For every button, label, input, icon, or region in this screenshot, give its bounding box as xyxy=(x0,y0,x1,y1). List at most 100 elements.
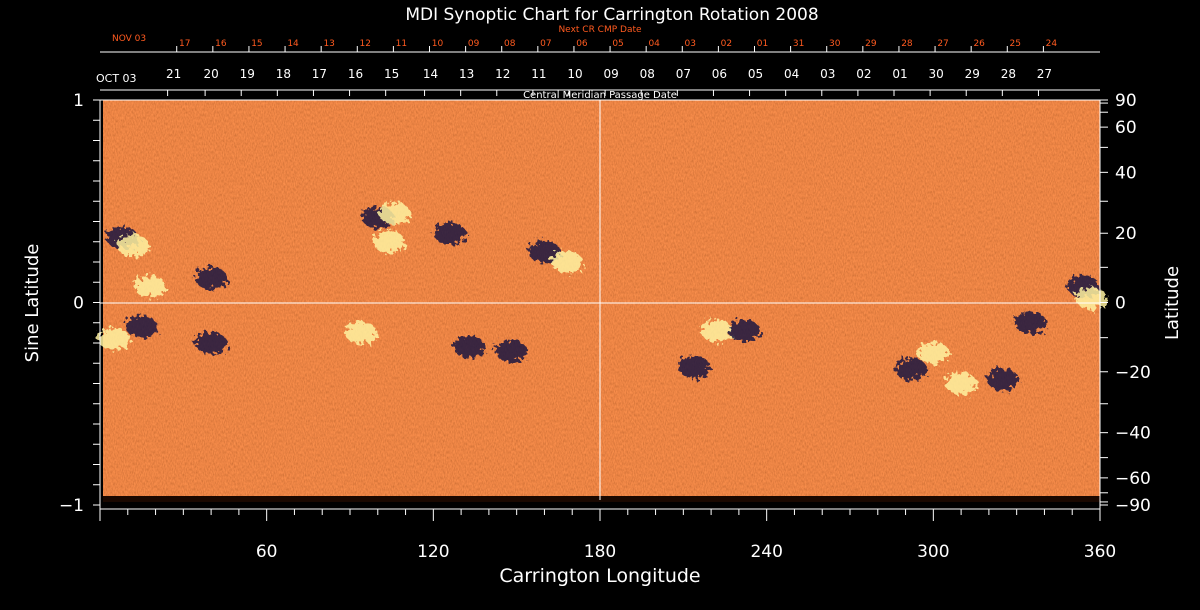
y-right-tick-label: 20 xyxy=(1115,224,1137,244)
y-left-tick-label: −1 xyxy=(59,496,84,516)
next-cr-date-label: 30 xyxy=(829,39,841,49)
cmp-date-label: 09 xyxy=(603,67,618,81)
y-axis-left: 1 0 −1 xyxy=(59,91,100,516)
cmp-date-axis: 21 20 19 18 17 16 15 14 13 12 11 10 09 08 07 06 05 04 03 02… xyxy=(100,67,1100,96)
active-region-positive xyxy=(134,275,166,298)
cmp-date-label: 11 xyxy=(531,67,546,81)
cmp-date-label: 21 xyxy=(166,67,181,81)
y-left-tick-label: 0 xyxy=(73,294,84,314)
active-region-positive xyxy=(372,230,405,253)
next-cr-date-label: 11 xyxy=(396,39,407,49)
y-right-tick-label: −20 xyxy=(1115,363,1151,383)
cmp-date-label: 27 xyxy=(1037,67,1052,81)
next-cr-date-label: 03 xyxy=(685,39,696,49)
next-cr-date-label: 27 xyxy=(937,39,948,49)
next-cr-date-label: 02 xyxy=(721,39,732,49)
active-region-negative xyxy=(195,267,228,290)
x-tick-label: 180 xyxy=(584,542,616,562)
active-region-negative xyxy=(453,336,486,359)
next-cr-date-label: 14 xyxy=(287,39,299,49)
next-cr-date-label: 01 xyxy=(757,39,768,49)
x-axis-label: Carrington Longitude xyxy=(499,565,700,587)
next-cr-date-label: 04 xyxy=(648,39,660,49)
next-cr-date-label: 24 xyxy=(1046,39,1058,49)
cmp-date-label: 06 xyxy=(712,67,727,81)
x-tick-label: 60 xyxy=(256,542,278,562)
map-texture xyxy=(103,100,1100,500)
active-region-negative xyxy=(1014,311,1047,334)
cmp-date-label: 04 xyxy=(784,67,799,81)
magnetogram-map xyxy=(97,100,1108,502)
active-region-positive xyxy=(945,372,978,395)
cmp-date-label: 18 xyxy=(276,67,291,81)
cmp-date-label: 29 xyxy=(965,67,980,81)
cmp-date-label: 01 xyxy=(892,67,907,81)
active-region-positive xyxy=(345,321,378,344)
y-axis-right-label: Latitude xyxy=(1162,266,1183,340)
next-cr-date-label: 06 xyxy=(576,39,588,49)
active-region-negative xyxy=(678,356,711,379)
y-right-tick-label: 60 xyxy=(1115,118,1137,138)
y-right-tick-label: −90 xyxy=(1115,496,1151,516)
next-cr-date-label: 13 xyxy=(323,39,334,49)
active-region-negative xyxy=(895,358,928,381)
cmp-date-label: 17 xyxy=(312,67,327,81)
next-cr-date-label: 07 xyxy=(540,39,551,49)
active-region-positive xyxy=(917,342,950,365)
active-region-negative xyxy=(728,319,761,342)
y-axis-right: 90 60 40 20 0 −20 −40 −60 −90 xyxy=(1100,91,1151,516)
active-region-negative xyxy=(986,368,1019,391)
next-cr-date-label: 31 xyxy=(793,39,804,49)
y-axis-left-label: Sine Latitude xyxy=(22,244,43,363)
x-tick-label: 120 xyxy=(417,542,449,562)
cmp-date-label: 03 xyxy=(820,67,835,81)
next-cr-date-label: 17 xyxy=(179,39,190,49)
y-right-tick-label: 40 xyxy=(1115,163,1137,183)
y-right-tick-label: 0 xyxy=(1115,294,1126,314)
x-tick-label: 240 xyxy=(750,542,782,562)
next-cr-date-label: 12 xyxy=(360,39,371,49)
cmp-date-label: 02 xyxy=(856,67,871,81)
x-tick-label: 360 xyxy=(1084,542,1116,562)
chart-title: MDI Synoptic Chart for Carrington Rotati… xyxy=(405,5,818,25)
next-cr-date-label: 25 xyxy=(1010,39,1021,49)
active-region-positive xyxy=(1075,287,1108,310)
y-right-tick-label: −40 xyxy=(1115,424,1151,444)
cmp-date-label: 28 xyxy=(1001,67,1016,81)
cmp-start-label: OCT 03 xyxy=(96,72,137,85)
active-regions xyxy=(97,202,1108,395)
next-cr-date-label: 28 xyxy=(901,39,913,49)
cmp-axis-title: Central Meridian Passage Date xyxy=(523,90,677,101)
cmp-date-label: 19 xyxy=(240,67,255,81)
active-region-negative xyxy=(125,315,158,338)
map-bottom-band xyxy=(103,496,1100,502)
next-cr-date-label: 05 xyxy=(612,39,623,49)
next-cr-date-label: 29 xyxy=(865,39,877,49)
cmp-date-label: 15 xyxy=(384,67,399,81)
x-tick-label: 300 xyxy=(917,542,949,562)
next-cr-date-label: 26 xyxy=(973,39,985,49)
active-region-negative xyxy=(495,340,528,363)
cmp-date-label: 20 xyxy=(203,67,218,81)
cmp-date-label: 10 xyxy=(567,67,582,81)
cmp-date-label: 05 xyxy=(748,67,763,81)
x-axis: 60 120 180 240 300 360 xyxy=(99,509,1116,562)
active-region-positive xyxy=(117,234,150,257)
cmp-date-label: 16 xyxy=(348,67,363,81)
next-cr-date-label: 09 xyxy=(468,39,480,49)
active-region-negative xyxy=(434,222,466,245)
next-cr-start-label: NOV 03 xyxy=(112,34,146,44)
next-cr-date-label: 08 xyxy=(504,39,516,49)
y-left-tick-label: 1 xyxy=(73,91,84,111)
cmp-date-label: 14 xyxy=(423,67,438,81)
next-cr-date-label: 15 xyxy=(251,39,262,49)
y-right-tick-label: 90 xyxy=(1115,91,1137,111)
next-cr-date-axis: 17 16 15 14 13 12 11 10 09 08 07 06 05 04 03 02 01 31 30 29… xyxy=(176,39,1058,52)
y-right-tick-label: −60 xyxy=(1115,469,1151,489)
active-region-positive xyxy=(700,319,733,342)
cmp-date-label: 08 xyxy=(640,67,655,81)
active-region-positive xyxy=(550,251,583,273)
cmp-date-label: 12 xyxy=(495,67,510,81)
cmp-date-label: 07 xyxy=(676,67,691,81)
